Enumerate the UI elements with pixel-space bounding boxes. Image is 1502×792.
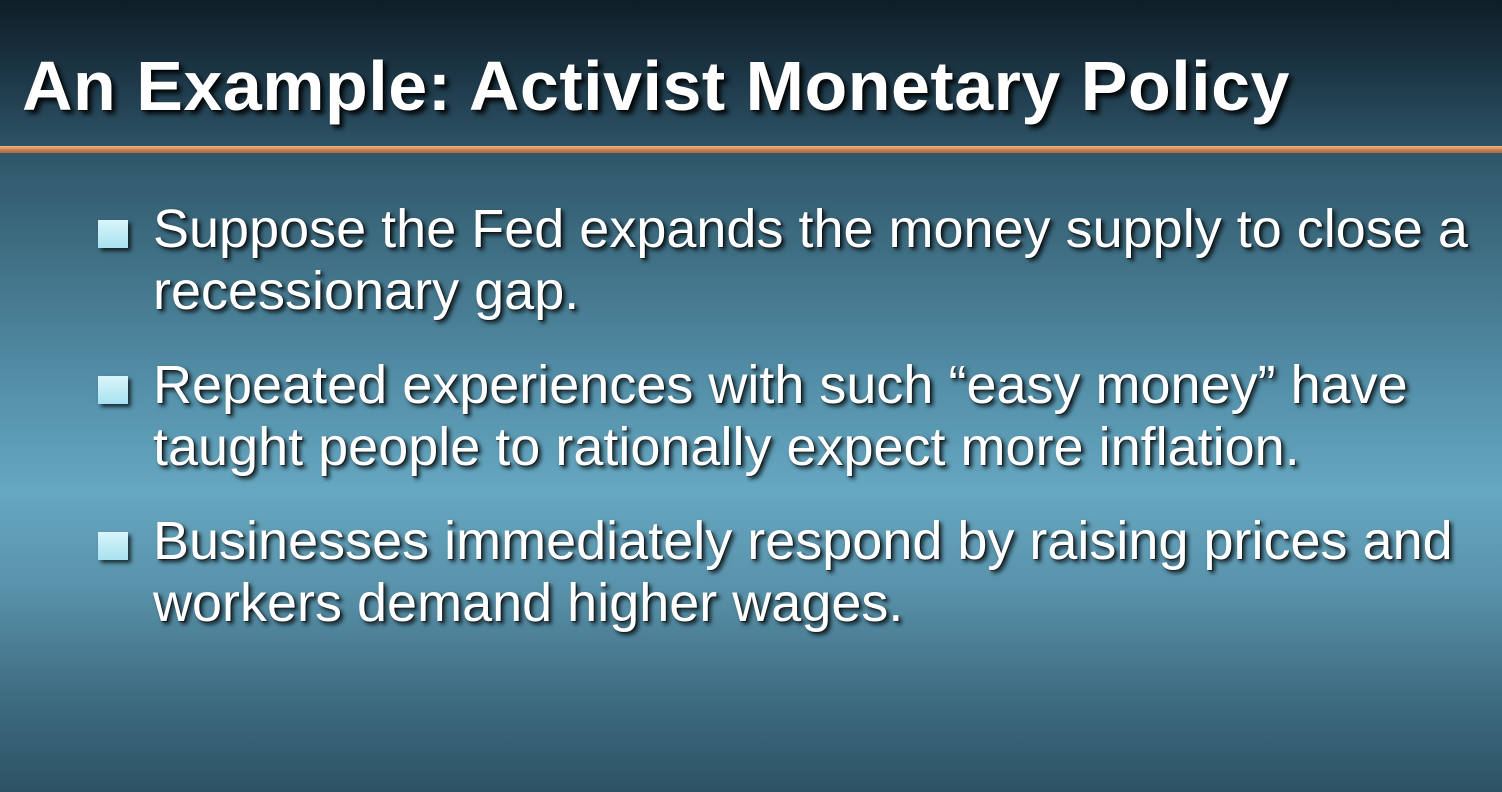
square-bullet-icon: [98, 532, 128, 560]
square-bullet-icon: [98, 376, 128, 404]
bullet-item: Businesses immediately respond by raisin…: [98, 510, 1478, 634]
bullet-text: Repeated experiences with such “easy mon…: [153, 355, 1408, 477]
bullet-text: Businesses immediately respond by raisin…: [153, 511, 1453, 633]
bullet-item: Repeated experiences with such “easy mon…: [98, 354, 1478, 478]
bullet-item: Suppose the Fed expands the money supply…: [98, 198, 1478, 322]
bullet-list: Suppose the Fed expands the money supply…: [98, 198, 1478, 666]
square-bullet-icon: [98, 220, 128, 248]
title-divider: [0, 146, 1502, 153]
slide-title: An Example: Activist Monetary Policy: [22, 47, 1290, 125]
bullet-text: Suppose the Fed expands the money supply…: [153, 199, 1468, 321]
